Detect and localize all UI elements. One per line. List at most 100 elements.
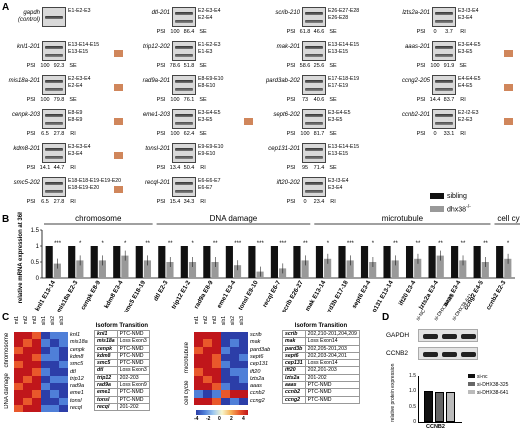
gel-band: [435, 12, 453, 15]
psi-label: PSI: [286, 63, 296, 69]
gel-band: [435, 80, 453, 83]
bar-sibling: [451, 246, 459, 278]
psi-mutant: 27.8: [53, 131, 65, 137]
psi-mutant: 83.7: [443, 97, 455, 103]
gel-image: [302, 143, 326, 163]
psi-row: PSI 100 86.4 SE: [154, 29, 210, 35]
table-row: kdm8 PTC-NMD: [94, 351, 150, 361]
exon-label: E3-I3-E4: [328, 178, 349, 184]
heatmap-cell: [230, 397, 239, 405]
bar-dhx38: [414, 258, 422, 278]
psi-row: PSI 100 62.4 SE: [154, 131, 210, 137]
column-label: sib2: [50, 316, 56, 326]
x-tick-label: eme1 E3-4: [216, 279, 238, 309]
table-transition: Loss Exon14: [304, 337, 360, 346]
heatmap-cell: [212, 332, 221, 340]
heatmap-cell: [59, 346, 68, 354]
column-label: mt3: [32, 316, 38, 325]
heatmap-cell: [41, 332, 50, 340]
gel-image: [432, 7, 456, 27]
d-bar: [435, 391, 444, 422]
exon-label: E4-E4-E5: [458, 76, 481, 82]
heatmap-cell: [59, 361, 68, 369]
heatmap-cell: [32, 368, 41, 376]
x-tick-label: smc5 E18-19: [122, 279, 147, 312]
psi-label: PSI: [416, 29, 426, 35]
psi-label: PSI: [156, 131, 166, 137]
gel-image: [42, 177, 66, 197]
gel-band: [175, 46, 193, 49]
heatmap-gene-label: ccnb2: [250, 390, 265, 397]
bar-dhx38: [143, 260, 152, 278]
table-row: knl1 PTC-NMD: [94, 329, 150, 339]
exon-label: E3-E5: [458, 49, 473, 55]
x-tick-label: scrib E26-27: [280, 279, 305, 312]
heatmap-gene-label: scrib: [250, 332, 262, 338]
heatmap-cell: [32, 375, 41, 384]
heatmap-cell: [221, 383, 230, 391]
isoform-marker: [504, 50, 513, 57]
table-gene: scrib: [282, 329, 306, 339]
psi-label: PSI: [26, 63, 36, 69]
exon-label: E2-E4: [198, 15, 213, 21]
heatmap-cell: [50, 375, 59, 384]
significance-mark: **: [168, 241, 173, 247]
gene-name: rad9a-201: [142, 78, 170, 84]
heatmap-cell: [239, 332, 248, 340]
heatmap-cell: [41, 339, 50, 347]
heatmap-cell: [14, 375, 23, 384]
exon-label: E17-E18-E19: [328, 76, 360, 82]
heatmap-cell: [221, 375, 230, 384]
bar-dhx38: [481, 262, 489, 278]
table-row: eme1 PTC-NMD: [94, 388, 150, 397]
heatmap-cell: [32, 397, 41, 405]
exon-label: E9-E9-E10: [198, 144, 224, 150]
table-transition: 202,205-201,203: [304, 344, 360, 353]
gel-band: [305, 12, 323, 15]
heatmap-cell: [230, 346, 239, 354]
bar-sibling: [496, 246, 504, 278]
heatmap-cell: [212, 383, 221, 391]
gel-band: [305, 80, 323, 83]
splice-type: RI: [460, 97, 466, 103]
psi-mutant: 34.3: [183, 199, 195, 205]
gel-band: [305, 148, 323, 151]
psi-row: PSI 78.6 51.8 SE: [154, 63, 210, 69]
table-gene: aaas: [282, 381, 306, 390]
gel-band: [305, 182, 323, 185]
d-legend-swatch: [468, 390, 475, 394]
heatmap-cell: [23, 397, 32, 405]
heatmap-cell: [194, 368, 203, 376]
splice-type: SE: [329, 131, 337, 137]
gel-band: [45, 190, 63, 193]
heatmap-group-label: DNA damage: [4, 372, 10, 409]
heatmap-cell: [203, 397, 212, 405]
psi-label: PSI: [156, 63, 166, 69]
psi-label: PSI: [156, 199, 166, 205]
gel-band: [175, 12, 193, 15]
table-transition: Loss Exon14: [304, 359, 360, 368]
table-gene: tonsl: [94, 395, 118, 404]
bar-sibling: [473, 246, 481, 278]
panel-label-b: B: [2, 214, 10, 225]
psi-sibling: 14.4: [429, 97, 441, 103]
heatmap-cell: [41, 346, 50, 354]
gene-name: ccng2-205: [401, 78, 430, 84]
gel-band: [45, 122, 63, 125]
heatmap-cell: [194, 361, 203, 369]
exon-label: E3-E5: [328, 117, 343, 123]
exon-label: E1-E2-E3: [68, 8, 91, 14]
heatmap-gene-label: ccng2: [250, 397, 265, 404]
psi-label: PSI: [26, 199, 36, 205]
table-row: tonsl PTC-NMD: [94, 395, 150, 404]
group-label: microtubule: [382, 214, 424, 223]
isoform-marker: [504, 118, 513, 125]
heatmap-cell: [41, 390, 50, 398]
exon-label: E13-E15: [68, 49, 89, 55]
exon-label: E6-E7: [198, 185, 213, 191]
psi-label: PSI: [416, 97, 426, 103]
heatmap-cell: [59, 353, 68, 362]
heatmap-cell: [221, 361, 230, 369]
legend-dhx38: dhx38-/-: [430, 202, 471, 215]
heatmap-cell: [194, 332, 203, 340]
